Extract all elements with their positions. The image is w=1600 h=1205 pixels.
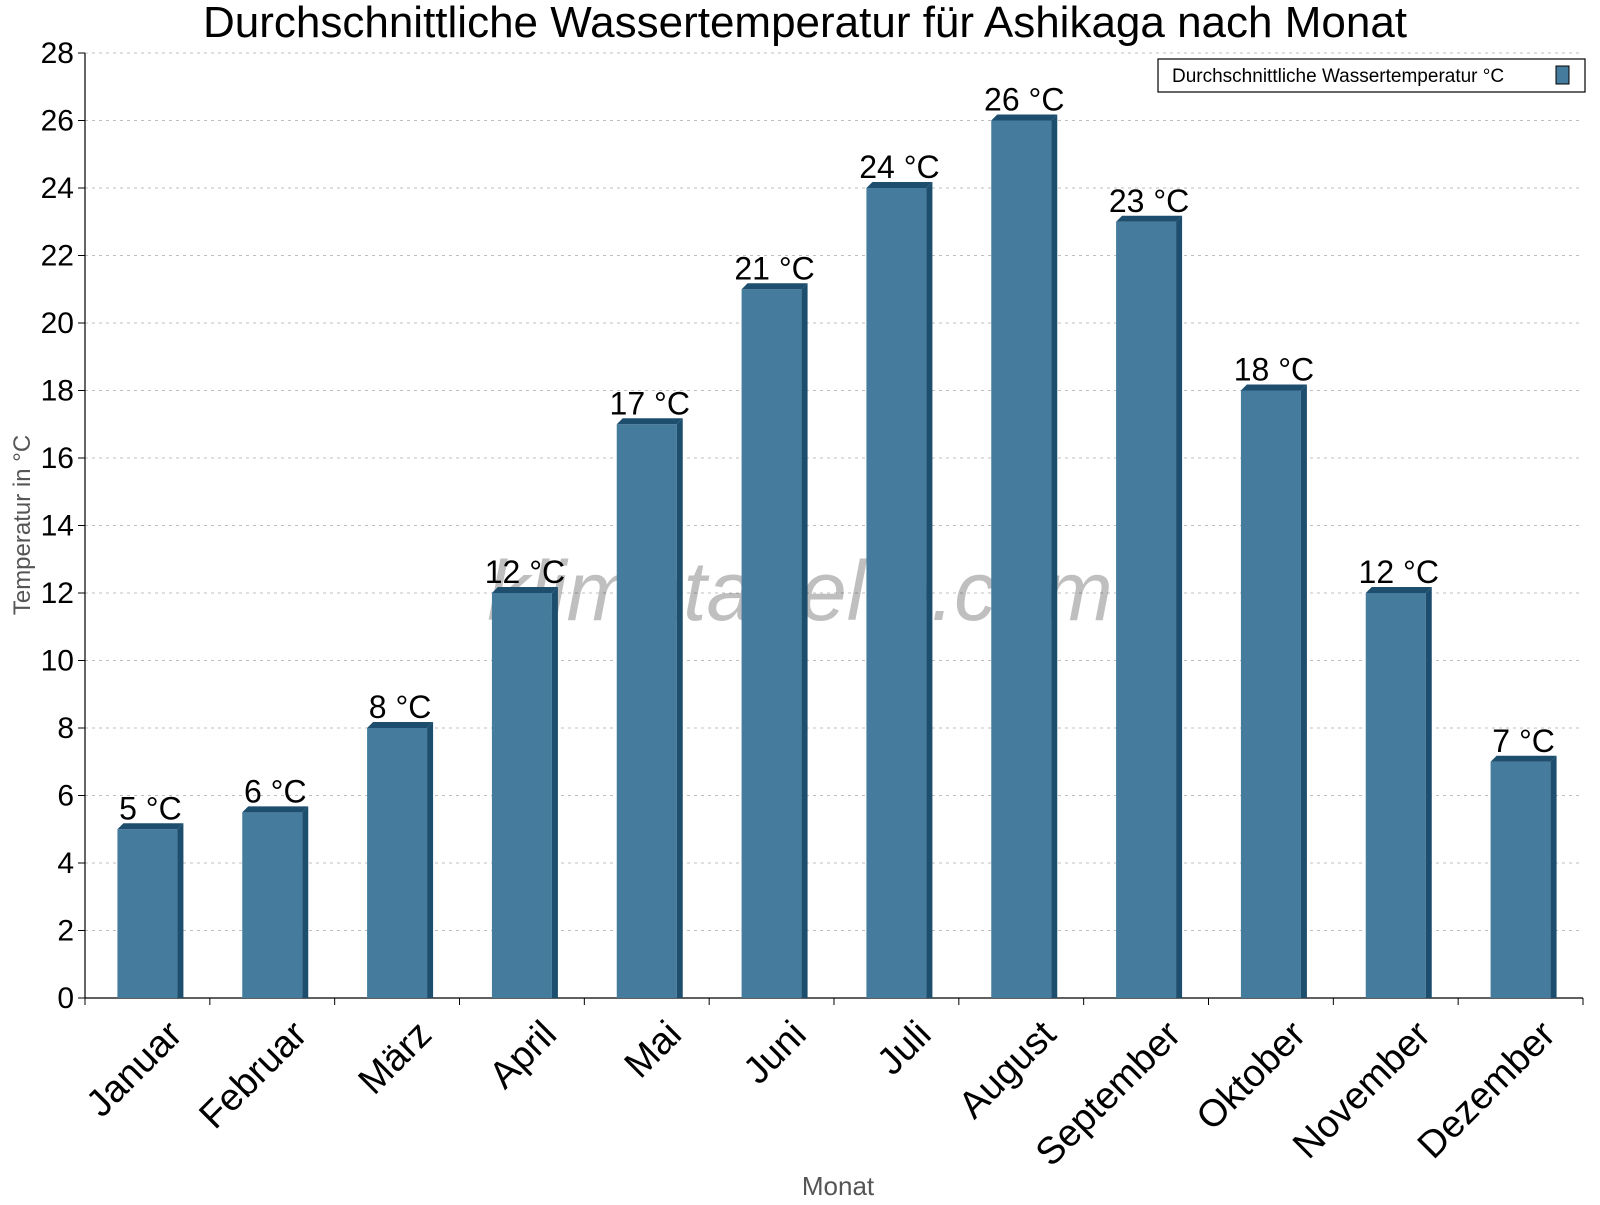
bar-top: [1240, 384, 1307, 391]
bar-dezember: [1490, 755, 1557, 998]
x-tick-label: August: [951, 1013, 1065, 1127]
bar-top: [741, 283, 808, 290]
bar-side: [551, 587, 558, 998]
bar-april: [491, 587, 558, 998]
bar-front: [242, 812, 303, 998]
data-label: 24 °C: [859, 149, 939, 185]
bar-september: [1116, 215, 1183, 998]
bar-side: [1550, 755, 1557, 998]
x-tick-label: Juli: [869, 1013, 939, 1083]
bar-top: [117, 823, 184, 830]
bar-oktober: [1240, 384, 1307, 998]
y-tick-label: 6: [57, 780, 74, 813]
bar-januar: [117, 823, 184, 998]
bar-front: [117, 829, 178, 998]
bar-top: [866, 182, 933, 188]
y-tick-label: 2: [57, 915, 74, 948]
bar-top: [242, 806, 309, 813]
y-tick-label: 0: [57, 982, 74, 1015]
bar-front: [991, 120, 1052, 998]
y-tick-label: 28: [41, 37, 74, 70]
bar-top: [491, 587, 558, 593]
data-label: 21 °C: [734, 250, 814, 286]
bar-top: [1116, 215, 1183, 222]
bar-november: [1365, 587, 1432, 998]
x-tick-label: Februar: [191, 1013, 315, 1137]
bar-side: [1300, 384, 1307, 998]
bar-front: [1240, 390, 1301, 998]
legend-swatch: [1555, 65, 1570, 85]
bar-top: [616, 418, 683, 425]
data-label: 5 °C: [119, 790, 182, 826]
x-tick-label: Dezember: [1410, 1013, 1564, 1167]
bar-juli: [866, 182, 933, 998]
bar-februar: [242, 806, 309, 998]
y-tick-label: 4: [57, 847, 74, 880]
x-tick-label: März: [351, 1013, 440, 1102]
x-tick-label: Mai: [617, 1013, 690, 1086]
data-label: 6 °C: [244, 773, 307, 809]
chart-title: Durchschnittliche Wassertemperatur für A…: [203, 0, 1407, 47]
legend-label: Durchschnittliche Wassertemperatur °C: [1172, 66, 1504, 87]
legend: Durchschnittliche Wassertemperatur °C: [1157, 58, 1586, 93]
bar-front: [866, 188, 927, 998]
y-axis-label: Temperatur in °C: [9, 435, 36, 615]
x-axis: Januar Februar März April Mai Juni Juli AugustS…: [79, 997, 1584, 1174]
bar-juni: [741, 283, 808, 998]
y-tick-label: 20: [41, 307, 74, 340]
bar-side: [1051, 114, 1058, 998]
bar-top: [1490, 755, 1557, 762]
bar-side: [302, 806, 309, 998]
legend-box: [1157, 58, 1586, 93]
data-label: 12 °C: [1359, 554, 1439, 590]
x-tick-label: Juni: [736, 1013, 815, 1092]
data-label: 23 °C: [1109, 183, 1189, 219]
bar-front: [741, 289, 802, 998]
bar-august: [991, 114, 1058, 998]
bar-side: [926, 182, 933, 998]
bar-front: [1490, 761, 1551, 998]
bar-side: [1425, 587, 1432, 998]
bar-märz: [367, 722, 434, 998]
bar-side: [1176, 215, 1183, 998]
bar-side: [177, 823, 184, 998]
bar-side: [427, 722, 434, 998]
bar-top: [1365, 587, 1432, 593]
bar-mai: [616, 418, 683, 998]
data-labels: 5 °C 6 °C 8 °C 12 °C 17 °C 21 °C 24 °C 26 °C 23 …: [119, 82, 1555, 827]
y-tick-label: 10: [41, 645, 74, 678]
bar-side: [676, 418, 683, 998]
x-tick-label: Oktober: [1189, 1013, 1315, 1139]
bar-side: [801, 283, 808, 998]
data-label: 26 °C: [984, 82, 1064, 118]
bar-top: [991, 114, 1058, 121]
data-label: 17 °C: [610, 385, 690, 421]
bar-front: [1365, 593, 1426, 998]
bars: [117, 114, 1557, 998]
data-label: 12 °C: [485, 554, 565, 590]
data-label: 18 °C: [1234, 352, 1314, 388]
y-tick-label: 26: [41, 105, 74, 138]
gridlines: [85, 52, 1583, 931]
y-tick-label: 18: [41, 375, 74, 408]
x-tick-label: Januar: [79, 1013, 191, 1125]
bar-front: [491, 593, 552, 998]
x-tick-label: April: [481, 1013, 564, 1096]
data-label: 8 °C: [369, 689, 432, 725]
y-tick-label: 12: [41, 577, 74, 610]
y-tick-label: 16: [41, 442, 74, 475]
y-tick-label: 22: [41, 240, 74, 273]
bar-front: [616, 424, 677, 998]
bar-top: [367, 722, 434, 728]
y-tick-label: 24: [41, 172, 74, 205]
data-label: 7 °C: [1492, 723, 1555, 759]
bar-front: [1116, 221, 1177, 998]
y-tick-label: 8: [57, 712, 74, 745]
x-axis-label: Monat: [802, 1171, 875, 1200]
y-tick-label: 14: [41, 510, 74, 543]
bar-front: [367, 728, 428, 998]
